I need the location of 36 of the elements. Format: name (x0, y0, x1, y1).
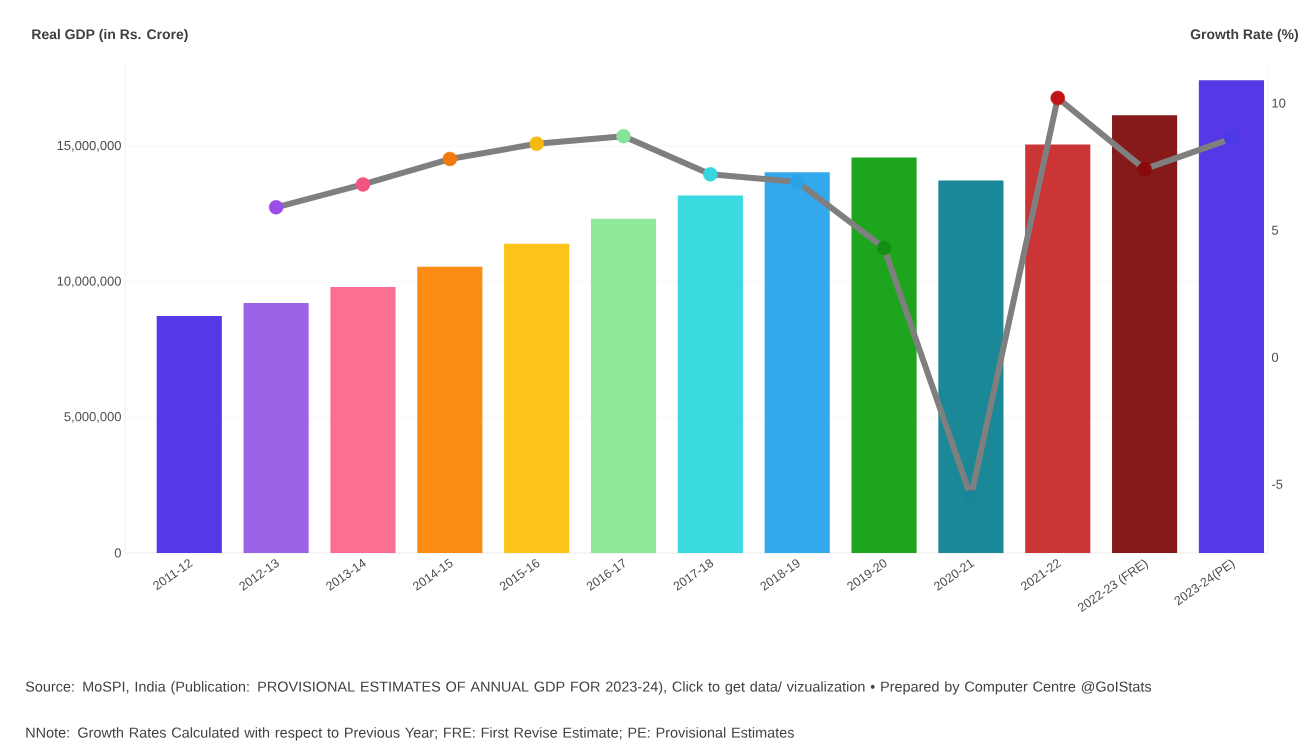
point (529, 136, 544, 151)
point (442, 151, 458, 167)
y2-tick-label: 5 (1271, 225, 1279, 235)
bar (243, 303, 309, 553)
y2-tick-label: 0 (1271, 352, 1279, 362)
bar (1198, 80, 1265, 553)
y-axis-title: Real GDP (in Rs. Crore) (32, 28, 188, 42)
bar (938, 180, 1004, 553)
point (790, 174, 805, 190)
point (1224, 131, 1239, 146)
y-tick-label: 10,000,000 (57, 276, 121, 288)
text: NNote: Growth Rates Calculated with respect to Previous Year; FRE: First Revise Estimate; PE: Provisional Estimates (26, 727, 794, 741)
y2-tick-label: 10 (1272, 98, 1286, 108)
source-note: Source: MoSPI, India (Publication: PROVISIONAL ESTIMATES OF ANNUAL GDP FOR 2023-24), Click to get data/ vizualization • Prepared by Computer Centre @GoIStats (25, 681, 1152, 695)
bar (677, 195, 743, 553)
bar (417, 266, 483, 553)
point (268, 200, 284, 215)
bar (156, 316, 222, 553)
point (1137, 162, 1152, 177)
y-tick-label: 5,000,000 (64, 412, 121, 423)
bar (764, 172, 830, 553)
y2-axis-title: Growth Rate (%) (1190, 28, 1298, 42)
y-tick-label: 15,000,000 (57, 140, 121, 152)
bar (330, 287, 396, 553)
bar (851, 157, 917, 553)
point (876, 240, 892, 256)
point (1050, 90, 1065, 106)
point (703, 167, 718, 182)
y-tick-label: 0 (114, 548, 121, 558)
point (616, 128, 631, 144)
bar (1025, 144, 1091, 553)
point (355, 177, 371, 192)
y2-tick-label: -5 (1272, 479, 1283, 489)
bar (504, 243, 570, 553)
bar (1112, 115, 1178, 553)
bar (590, 218, 657, 553)
